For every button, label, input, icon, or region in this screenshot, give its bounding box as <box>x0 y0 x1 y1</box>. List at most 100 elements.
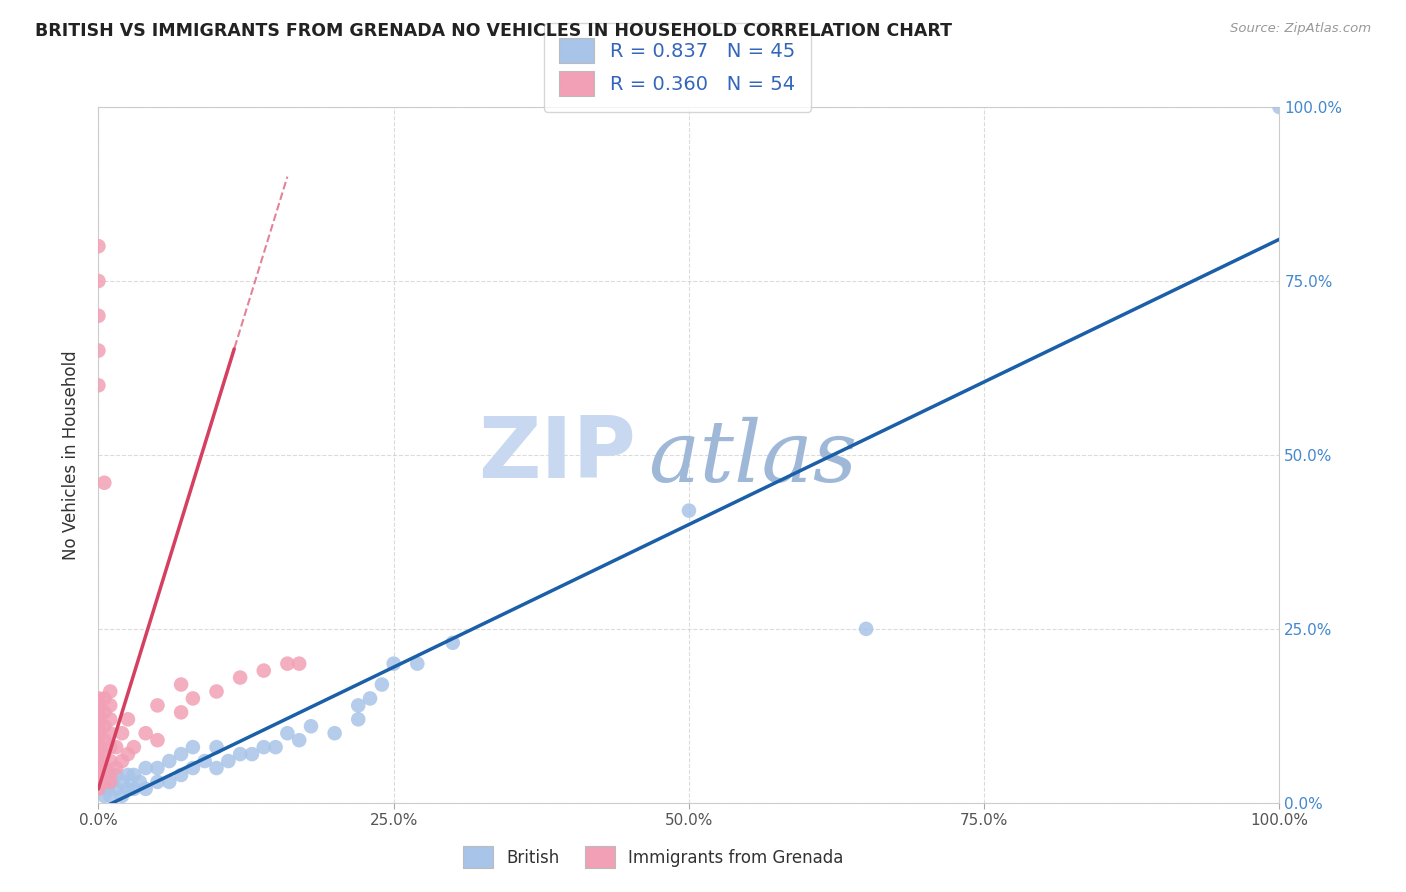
Point <box>135 781 157 796</box>
Point <box>194 754 217 768</box>
Point <box>98 684 121 698</box>
Point <box>87 698 110 713</box>
Text: atlas: atlas <box>648 417 856 500</box>
Point <box>87 775 110 789</box>
Point <box>135 761 157 775</box>
Point <box>170 768 193 782</box>
Point <box>146 698 169 713</box>
Point <box>128 775 150 789</box>
Point <box>111 726 134 740</box>
Point <box>87 754 110 768</box>
Point <box>98 775 121 789</box>
Point <box>93 761 115 775</box>
Point <box>181 740 204 755</box>
Point <box>347 698 370 713</box>
Point <box>93 706 115 720</box>
Point <box>382 657 405 671</box>
Point <box>97 781 120 796</box>
Point <box>98 740 121 755</box>
Point <box>205 740 228 755</box>
Point <box>111 789 134 803</box>
Point <box>217 754 239 768</box>
Point <box>323 726 346 740</box>
Point <box>87 691 110 706</box>
Point <box>98 789 121 803</box>
Point <box>157 775 180 789</box>
Point <box>288 657 311 671</box>
Point <box>87 309 110 323</box>
Point <box>117 781 139 796</box>
Text: Source: ZipAtlas.com: Source: ZipAtlas.com <box>1230 22 1371 36</box>
Point <box>93 475 115 490</box>
Point <box>253 664 276 678</box>
Point <box>181 761 204 775</box>
Point <box>98 775 121 789</box>
Point <box>87 747 110 761</box>
Point <box>146 761 169 775</box>
Point <box>87 719 110 733</box>
Point <box>87 781 110 796</box>
Point <box>93 747 115 761</box>
Point <box>93 789 115 803</box>
Point <box>170 706 193 720</box>
Point <box>98 726 121 740</box>
Point <box>157 754 180 768</box>
Point <box>205 761 228 775</box>
Point <box>276 726 298 740</box>
Point <box>105 781 128 796</box>
Point <box>111 754 134 768</box>
Point <box>87 775 110 789</box>
Point <box>406 657 429 671</box>
Point <box>170 747 193 761</box>
Point <box>146 775 169 789</box>
Point <box>276 657 298 671</box>
Point <box>229 747 252 761</box>
Point <box>205 684 228 698</box>
Legend: British, Immigrants from Grenada: British, Immigrants from Grenada <box>457 839 851 874</box>
Point <box>441 636 464 650</box>
Point <box>288 733 311 747</box>
Point <box>93 775 115 789</box>
Point <box>98 712 121 726</box>
Point <box>98 698 121 713</box>
Point <box>146 733 169 747</box>
Point <box>359 691 381 706</box>
Point <box>87 712 110 726</box>
Point <box>117 768 139 782</box>
Point <box>371 677 394 691</box>
Point <box>170 677 193 691</box>
Point <box>87 239 110 253</box>
Point <box>87 706 110 720</box>
Point <box>1268 100 1291 114</box>
Point <box>93 733 115 747</box>
Point <box>93 719 115 733</box>
Point <box>122 781 145 796</box>
Point <box>117 712 139 726</box>
Point <box>87 726 110 740</box>
Point <box>299 719 322 733</box>
Point <box>87 740 110 755</box>
Point <box>87 768 110 782</box>
Point <box>855 622 877 636</box>
Point <box>111 775 134 789</box>
Point <box>87 733 110 747</box>
Point <box>678 503 700 517</box>
Point <box>98 754 121 768</box>
Point <box>93 691 115 706</box>
Point <box>87 343 110 358</box>
Point <box>105 740 128 755</box>
Text: BRITISH VS IMMIGRANTS FROM GRENADA NO VEHICLES IN HOUSEHOLD CORRELATION CHART: BRITISH VS IMMIGRANTS FROM GRENADA NO VE… <box>35 22 952 40</box>
Point <box>87 761 110 775</box>
Text: ZIP: ZIP <box>478 413 636 497</box>
Point <box>87 378 110 392</box>
Point <box>135 726 157 740</box>
Point <box>98 768 121 782</box>
Point <box>347 712 370 726</box>
Point <box>253 740 276 755</box>
Point <box>240 747 263 761</box>
Point <box>122 768 145 782</box>
Point <box>264 740 287 755</box>
Point <box>229 671 252 685</box>
Point <box>87 274 110 288</box>
Point <box>181 691 204 706</box>
